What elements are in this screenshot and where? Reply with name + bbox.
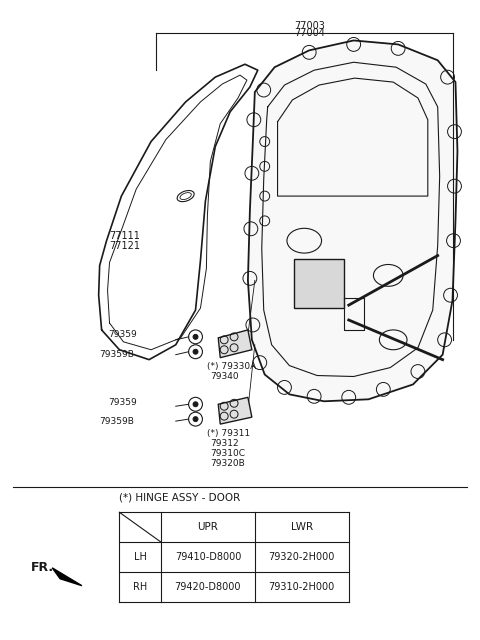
Text: 79340: 79340 bbox=[210, 372, 239, 381]
Text: LWR: LWR bbox=[291, 522, 313, 532]
Polygon shape bbox=[218, 397, 252, 424]
Circle shape bbox=[193, 417, 198, 422]
Polygon shape bbox=[248, 40, 457, 401]
Text: 79359B: 79359B bbox=[100, 350, 134, 359]
Text: 79310-2H000: 79310-2H000 bbox=[269, 582, 335, 591]
Text: 79359: 79359 bbox=[108, 330, 137, 339]
Text: 79320B: 79320B bbox=[210, 459, 245, 468]
Text: 79420-D8000: 79420-D8000 bbox=[175, 582, 241, 591]
Text: 79310C: 79310C bbox=[210, 449, 245, 458]
Text: (*) 79311: (*) 79311 bbox=[207, 429, 251, 438]
Text: 79320-2H000: 79320-2H000 bbox=[269, 552, 335, 562]
Text: RH: RH bbox=[133, 582, 147, 591]
Text: 79312: 79312 bbox=[210, 439, 239, 448]
Text: 79359B: 79359B bbox=[100, 417, 134, 426]
Text: FR.: FR. bbox=[30, 561, 54, 574]
Circle shape bbox=[193, 349, 198, 354]
Text: 77004: 77004 bbox=[294, 28, 324, 38]
Text: 77003: 77003 bbox=[294, 20, 324, 31]
Text: LH: LH bbox=[134, 552, 146, 562]
Text: 79359: 79359 bbox=[108, 398, 137, 407]
Text: 77111: 77111 bbox=[109, 231, 141, 241]
Circle shape bbox=[193, 334, 198, 339]
Text: (*) HINGE ASSY - DOOR: (*) HINGE ASSY - DOOR bbox=[120, 493, 240, 502]
Polygon shape bbox=[52, 568, 82, 586]
Text: 77121: 77121 bbox=[109, 241, 141, 251]
Circle shape bbox=[193, 402, 198, 407]
Polygon shape bbox=[218, 330, 252, 358]
Text: (*) 79330A: (*) 79330A bbox=[207, 362, 257, 371]
Text: UPR: UPR bbox=[197, 522, 218, 532]
FancyBboxPatch shape bbox=[294, 259, 344, 308]
Text: 79410-D8000: 79410-D8000 bbox=[175, 552, 241, 562]
